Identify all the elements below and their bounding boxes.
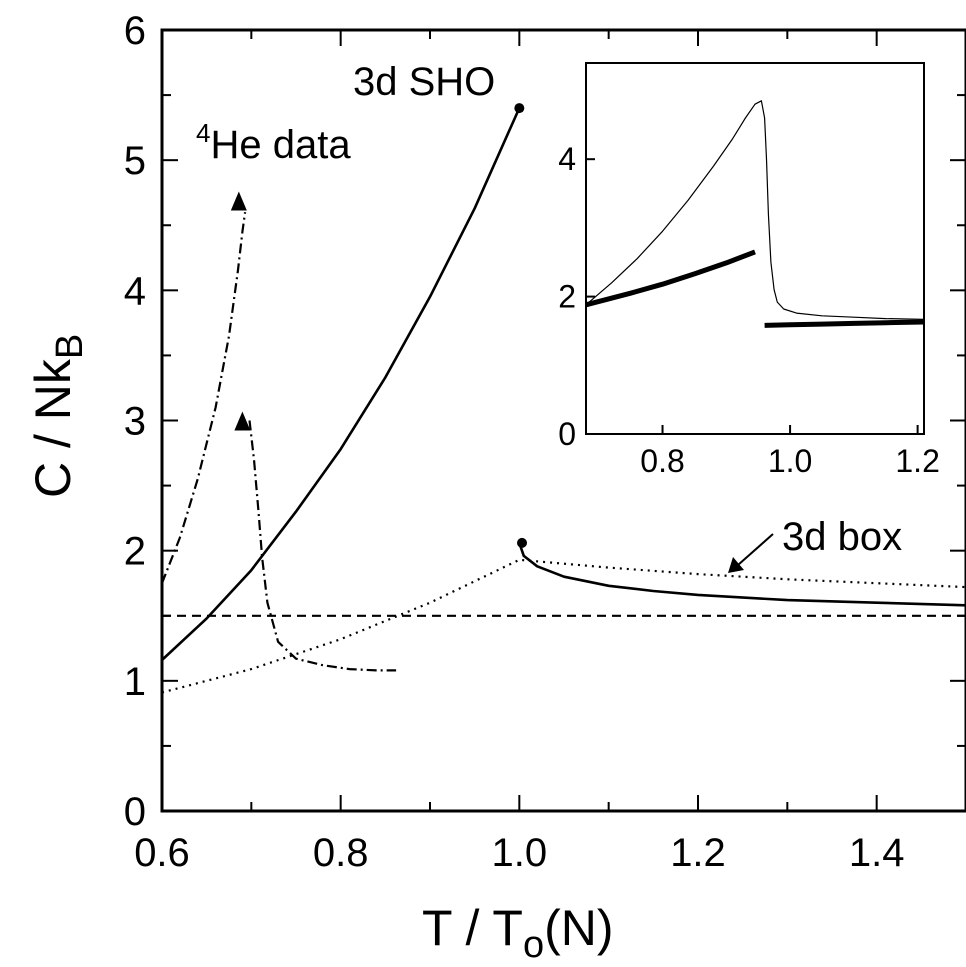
y-tick-label: 5 — [124, 139, 146, 183]
x-tick-label: 1.4 — [849, 831, 905, 875]
annotation-he-superscript: 4 — [196, 118, 210, 148]
endpoint-dot-marker — [517, 537, 528, 548]
endpoint-dot-marker — [514, 103, 525, 114]
x-axis-label-suffix: (N) — [544, 900, 613, 956]
annotation-he-data: 4He data — [196, 118, 351, 167]
inset-y-tick-label: 4 — [558, 141, 576, 177]
inset-series-layer — [585, 100, 925, 328]
annotation-3d-sho: 3d SHO — [353, 60, 495, 104]
inset-series-thick-high — [764, 319, 925, 328]
x-tick-label: 0.8 — [313, 831, 369, 875]
main-plot: 0.6 0.8 1.0 1.2 1.4 0 1 2 3 4 5 6 T / To(N) C / NkB… — [25, 9, 966, 966]
y-tick-label: 1 — [124, 660, 146, 704]
x-tick-label: 0.6 — [134, 831, 190, 875]
y-tick-label: 6 — [124, 9, 146, 53]
annotation-3d-box-arrow-shaft — [737, 533, 774, 566]
x-tick-label: 1.0 — [492, 831, 548, 875]
inset-plot-background — [586, 63, 924, 434]
y-axis-label: C / NkB — [25, 334, 91, 498]
inset-x-tick-label: 1.2 — [895, 443, 939, 479]
inset-x-tick-label: 1.0 — [768, 443, 812, 479]
lambda-point-triangle-marker — [230, 191, 247, 211]
y-axis-label-sub: B — [49, 334, 91, 359]
y-tick-label: 4 — [124, 269, 146, 313]
series-he-right — [248, 420, 397, 672]
series-he-left — [160, 212, 247, 584]
x-tick-label: 1.2 — [670, 831, 726, 875]
inset-y-tick-label: 2 — [558, 279, 576, 315]
annotation-3d-box: 3d box — [782, 515, 902, 559]
inset-x-tick-label: 0.8 — [640, 443, 684, 479]
main-ticks: 0.6 0.8 1.0 1.2 1.4 0 1 2 3 4 5 6 — [124, 9, 966, 875]
y-axis-label-main: C / Nk — [25, 358, 81, 498]
series-sho-low — [161, 107, 521, 661]
annotation-he-text: He data — [210, 123, 351, 167]
inset-y-tick-label: 0 — [558, 416, 576, 452]
x-axis-label: T / To(N) — [422, 900, 614, 966]
inset-plot: 0.8 1.0 1.2 0 2 4 — [558, 62, 940, 479]
x-axis-label-sub: o — [523, 924, 544, 966]
y-tick-label: 3 — [124, 400, 146, 444]
lambda-point-triangle-marker — [234, 411, 251, 431]
x-axis-label-main: T / T — [422, 900, 523, 956]
inset-ticks: 0.8 1.0 1.2 0 2 4 — [558, 141, 940, 479]
inset-series-thick-low — [585, 249, 756, 308]
annotation-3d-box-arrow-head — [728, 557, 744, 573]
inset-plot-frame — [585, 62, 925, 435]
main-series-layer — [160, 107, 966, 694]
y-tick-label: 2 — [124, 530, 146, 574]
y-tick-label: 0 — [124, 790, 146, 834]
main-markers-layer — [230, 103, 528, 548]
inset-series-thin — [585, 100, 925, 320]
series-box — [161, 558, 966, 694]
